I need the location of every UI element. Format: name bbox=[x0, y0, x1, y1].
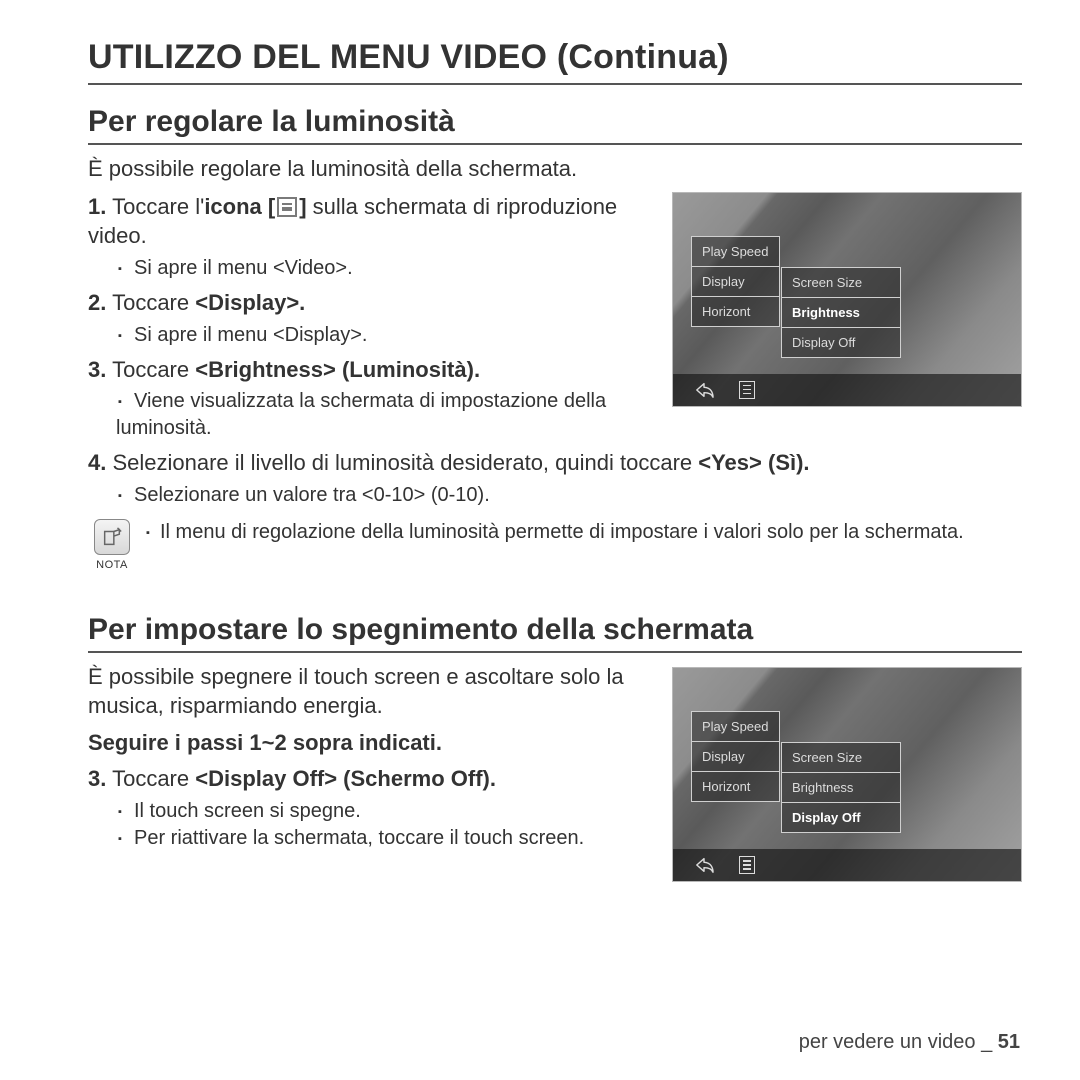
menu-subitem-selected: Display Off bbox=[781, 802, 901, 833]
back-icon bbox=[693, 856, 715, 874]
list-icon bbox=[739, 381, 755, 399]
menu-item: Horizont bbox=[691, 771, 780, 802]
menu-item: Play Speed bbox=[691, 711, 780, 742]
step-text: Toccare l' bbox=[112, 194, 204, 219]
back-icon bbox=[693, 381, 715, 399]
page-footer: per vedere un video _ 51 bbox=[799, 1031, 1020, 1054]
step-text: Toccare bbox=[112, 766, 195, 791]
section2-intro: È possibile spegnere il touch screen e a… bbox=[88, 663, 628, 720]
menu-subitem: Screen Size bbox=[781, 267, 901, 298]
note-badge-col: NOTA bbox=[88, 519, 136, 571]
menu-subitem-selected: Brightness bbox=[781, 297, 901, 328]
substep: Selezionare un valore tra <0-10> (0-10). bbox=[116, 482, 1022, 509]
step-3: 3. Toccare <Brightness> (Luminosità). Vi… bbox=[88, 355, 648, 443]
screenshot-brightness: Play Speed Display Horizont Screen Size … bbox=[672, 192, 1022, 407]
menu-subitem: Screen Size bbox=[781, 742, 901, 773]
substep: Viene visualizzata la schermata di impos… bbox=[116, 388, 648, 442]
list-icon bbox=[739, 856, 755, 874]
step-bold: <Brightness> (Luminosità). bbox=[195, 357, 480, 382]
page-title: UTILIZZO DEL MENU VIDEO (Continua) bbox=[88, 38, 1022, 85]
step-3b: 3. Toccare <Display Off> (Schermo Off). … bbox=[88, 764, 648, 852]
menu-subitem: Brightness bbox=[781, 772, 901, 803]
note-label: NOTA bbox=[96, 559, 128, 571]
section1-title: Per regolare la luminosità bbox=[88, 105, 1022, 145]
menu-item: Play Speed bbox=[691, 236, 780, 267]
screenshot-displayoff: Play Speed Display Horizont Screen Size … bbox=[672, 667, 1022, 882]
page-number: 51 bbox=[998, 1031, 1020, 1053]
step-bold: <Display Off> (Schermo Off). bbox=[195, 766, 496, 791]
step-bold: <Display>. bbox=[195, 290, 305, 315]
menu-subitem: Display Off bbox=[781, 327, 901, 358]
section1-intro: È possibile regolare la luminosità della… bbox=[88, 155, 1022, 184]
substep: Si apre il menu <Video>. bbox=[116, 255, 648, 282]
section2-title: Per impostare lo spegnimento della scher… bbox=[88, 613, 1022, 653]
step-text: Toccare bbox=[112, 290, 195, 315]
menu-item: Display bbox=[691, 266, 780, 297]
menu-icon bbox=[277, 197, 297, 217]
step-4: 4. Selezionare il livello di luminosità … bbox=[88, 448, 1022, 509]
step-bold: <Yes> (Sì). bbox=[698, 450, 809, 475]
footer-text: per vedere un video _ bbox=[799, 1031, 998, 1053]
substep: Si apre il menu <Display>. bbox=[116, 322, 648, 349]
step-text: Toccare bbox=[112, 357, 195, 382]
step-text: Selezionare il livello di luminosità des… bbox=[112, 450, 698, 475]
menu-item: Horizont bbox=[691, 296, 780, 327]
step-1: 1. Toccare l'icona [] sulla schermata di… bbox=[88, 192, 648, 282]
menu-item: Display bbox=[691, 741, 780, 772]
step-bold: icona bbox=[204, 194, 261, 219]
note-text: Il menu di regolazione della luminosità … bbox=[146, 519, 1022, 546]
step-text: [ bbox=[262, 194, 275, 219]
step-2: 2. Toccare <Display>. Si apre il menu <D… bbox=[88, 288, 648, 349]
substep: Per riattivare la schermata, toccare il … bbox=[116, 825, 648, 852]
note-icon bbox=[94, 519, 130, 555]
substep: Il touch screen si spegne. bbox=[116, 798, 648, 825]
